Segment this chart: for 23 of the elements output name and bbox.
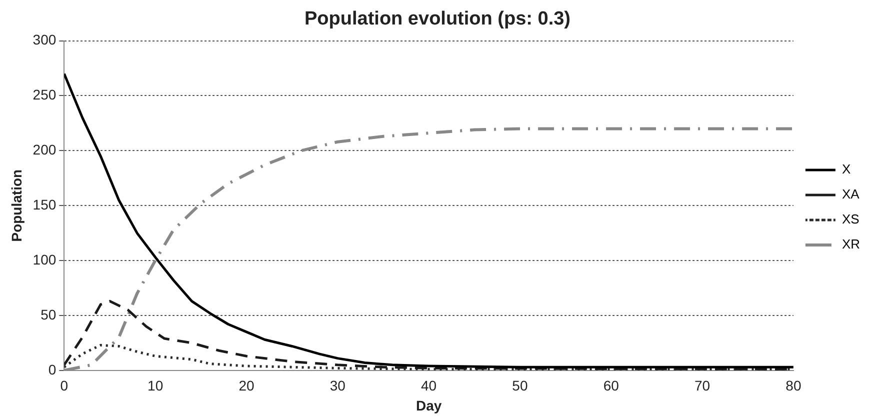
y-tick-label: 300 [32, 32, 56, 48]
legend-label: XA [842, 186, 860, 202]
y-tick-label: 100 [32, 251, 56, 268]
y-tick-label: 200 [32, 142, 56, 158]
y-tick-label: 150 [32, 196, 56, 212]
x-tick-label: 0 [60, 378, 68, 394]
legend-label: X [842, 162, 851, 177]
x-tick-label: 30 [330, 378, 346, 394]
x-axis-title: Day [416, 397, 442, 414]
x-tick-label: 80 [786, 378, 802, 394]
x-tick-label: 10 [148, 378, 164, 394]
y-axis-title: Population [8, 169, 24, 242]
x-tick-label: 70 [694, 378, 710, 394]
x-tick-label: 60 [603, 378, 620, 394]
x-tick-label: 20 [238, 378, 254, 394]
chart-title: Population evolution (ps: 0.3) [304, 8, 570, 30]
legend-label: XS [842, 212, 860, 227]
y-tick-label: 50 [40, 306, 56, 322]
y-tick-label: 0 [48, 361, 56, 378]
x-tick-label: 40 [421, 378, 437, 394]
legend-label: XR [842, 236, 860, 252]
y-tick-label: 250 [32, 86, 56, 103]
x-tick-label: 50 [512, 378, 528, 394]
